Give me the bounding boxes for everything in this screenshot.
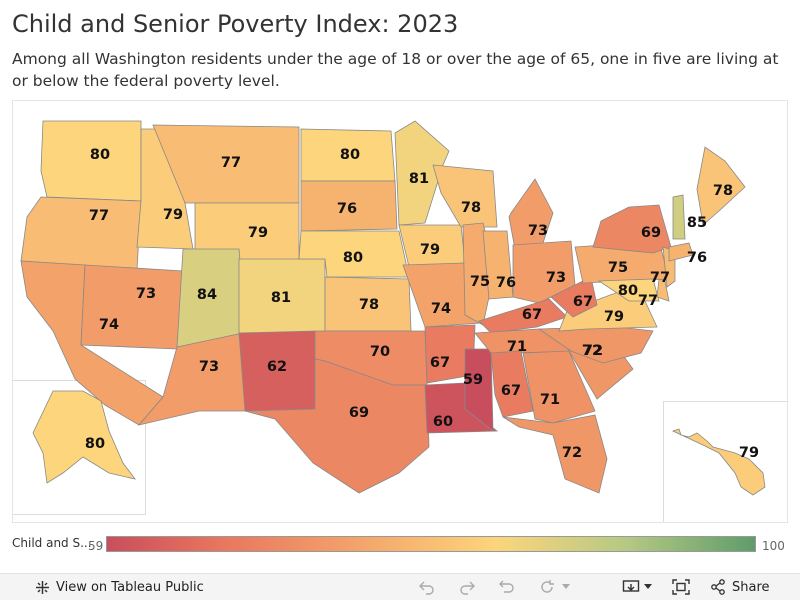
state-label-ct: 76 — [687, 250, 707, 266]
share-label: Share — [732, 579, 770, 595]
legend-title: Child and S... — [12, 536, 92, 550]
state-label-wv: 67 — [573, 294, 593, 310]
state-label-or: 77 — [89, 208, 109, 224]
state-label-nc: 72 — [582, 343, 602, 359]
legend-max-label: 100 — [762, 539, 785, 553]
state-wi[interactable] — [432, 164, 498, 228]
share-icon — [710, 579, 726, 595]
state-label-va: 79 — [604, 309, 624, 325]
state-label-hi: 79 — [739, 445, 759, 461]
share-button[interactable]: Share — [710, 574, 770, 600]
legend-min-label: 59 — [88, 539, 104, 553]
tableau-logo-icon — [34, 579, 50, 595]
state-label-ok: 70 — [370, 344, 390, 360]
legend-gradient-bar[interactable] — [106, 536, 756, 552]
state-label-de: 77 — [638, 293, 658, 309]
state-label-ar: 67 — [430, 355, 450, 371]
redo-button[interactable] — [458, 574, 476, 600]
revert-icon — [498, 579, 516, 595]
state-label-fl: 72 — [562, 445, 582, 461]
refresh-icon — [538, 579, 556, 595]
state-md[interactable] — [597, 278, 660, 302]
state-label-az: 73 — [199, 359, 219, 375]
page-title: Child and Senior Poverty Index: 2023 — [12, 10, 459, 38]
state-de[interactable] — [656, 278, 670, 302]
state-sd[interactable] — [300, 180, 398, 232]
state-me[interactable] — [696, 146, 746, 226]
view-on-tableau-label: View on Tableau Public — [56, 579, 204, 595]
state-label-al: 67 — [501, 383, 521, 399]
state-label-nd: 80 — [340, 147, 360, 163]
state-ms[interactable] — [464, 348, 494, 432]
state-wv[interactable] — [550, 276, 598, 318]
state-label-ca: 74 — [99, 317, 119, 333]
state-label-co: 81 — [271, 290, 291, 306]
map-container: 80 77 74 79 73 77 79 84 73 81 62 80 76 80 78 70 69 81 79 74… — [12, 100, 788, 523]
state-label-ia: 79 — [420, 242, 440, 258]
state-label-ak: 80 — [85, 436, 105, 452]
state-label-ne: 80 — [343, 250, 363, 266]
state-label-mn: 81 — [409, 171, 429, 187]
state-or[interactable] — [20, 196, 142, 270]
state-label-wi: 78 — [461, 200, 481, 216]
state-label-ut: 84 — [197, 287, 217, 303]
state-label-ks: 78 — [359, 297, 379, 313]
state-label-il: 75 — [470, 274, 490, 290]
state-label-nm: 62 — [267, 359, 287, 375]
state-label-md: 80 — [618, 283, 638, 299]
state-label-la: 60 — [433, 414, 453, 430]
hawaii-inset — [663, 401, 787, 522]
color-legend: Child and S... 59 100 — [12, 534, 788, 556]
state-fl[interactable] — [502, 414, 608, 494]
state-label-ky: 67 — [522, 307, 542, 323]
state-ky[interactable] — [478, 298, 568, 334]
download-icon — [622, 579, 640, 595]
state-label-in: 76 — [496, 275, 516, 291]
state-label-ms: 59 — [463, 372, 483, 388]
state-ak[interactable] — [32, 390, 136, 484]
state-ga[interactable] — [522, 350, 596, 424]
download-button[interactable] — [622, 574, 652, 600]
state-label-nj: 77 — [650, 270, 670, 286]
revert-button[interactable] — [498, 574, 516, 600]
redo-icon — [458, 579, 476, 595]
state-label-ny: 69 — [641, 225, 661, 241]
state-label-sd: 76 — [337, 201, 357, 217]
state-label-tn: 71 — [507, 339, 527, 355]
state-label-id: 79 — [163, 207, 183, 223]
state-label-mi: 73 — [528, 223, 548, 239]
state-ct[interactable] — [668, 242, 694, 262]
undo-icon — [418, 579, 436, 595]
us-choropleth-map: 8077747973777984738162807680787069817974… — [20, 120, 766, 496]
page-subtitle: Among all Washington residents under the… — [12, 50, 779, 90]
state-label-me: 78 — [713, 183, 733, 199]
tableau-toolbar: View on Tableau Public Share — [0, 573, 800, 600]
state-tx[interactable] — [244, 358, 430, 494]
state-al[interactable] — [490, 350, 534, 418]
state-hi[interactable] — [671, 428, 766, 496]
state-label-vt: 85 — [687, 215, 707, 231]
state-label-ga: 71 — [540, 392, 560, 408]
state-label-wa: 80 — [90, 147, 110, 163]
chevron-down-icon — [562, 584, 570, 590]
fullscreen-icon — [672, 579, 690, 595]
refresh-button[interactable] — [538, 574, 570, 600]
state-label-nv: 73 — [136, 286, 156, 302]
state-label-mo: 74 — [431, 301, 451, 317]
state-label-tx: 69 — [349, 405, 369, 421]
state-label-sc: 72 — [583, 343, 603, 359]
state-label-wy: 79 — [248, 225, 268, 241]
state-label-mt: 77 — [221, 155, 241, 171]
chevron-down-icon — [644, 584, 652, 590]
state-nv[interactable] — [80, 264, 184, 350]
fullscreen-button[interactable] — [672, 574, 690, 600]
state-label-oh: 73 — [546, 270, 566, 286]
undo-button[interactable] — [418, 574, 436, 600]
view-on-tableau-link[interactable]: View on Tableau Public — [34, 574, 204, 600]
state-vt[interactable] — [672, 194, 686, 240]
state-label-pa: 75 — [608, 260, 628, 276]
